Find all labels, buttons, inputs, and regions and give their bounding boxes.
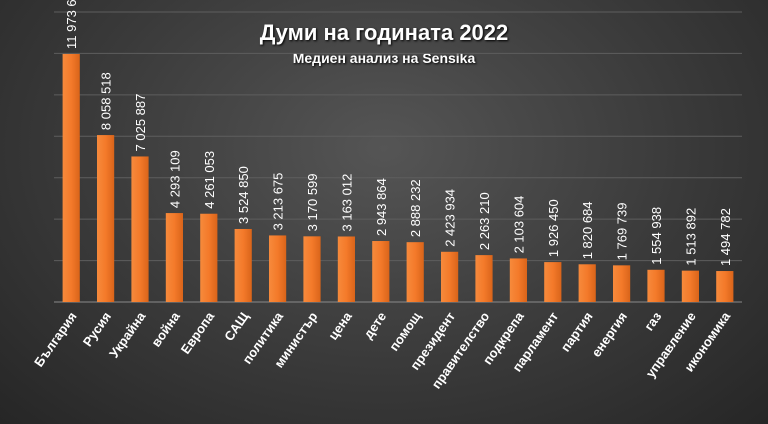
bar-8 [303,236,321,302]
category-label-6: САЩ [221,309,252,344]
category-label-9: цена [325,308,355,342]
bar-9 [337,236,355,302]
bar-18 [647,269,665,302]
value-label-7: 3 213 675 [271,173,286,231]
bar-11 [406,242,424,302]
value-label-20: 1 494 782 [718,208,733,266]
value-label-8: 3 170 599 [305,173,320,231]
value-label-17: 1 769 739 [615,202,630,260]
value-label-18: 1 554 938 [649,207,664,265]
bar-12 [441,251,459,302]
value-label-9: 3 163 012 [339,174,354,232]
value-label-1: 11 973 635 [64,0,79,49]
value-label-13: 2 263 210 [477,192,492,250]
value-label-15: 1 926 450 [546,199,561,257]
category-label-17: енергия [588,309,630,360]
bar-2 [97,135,115,302]
value-label-10: 2 943 864 [374,178,389,236]
bar-1 [62,53,80,303]
category-label-10: дете [360,309,389,341]
chart-subtitle: Медиен анализ на Sensika [292,50,476,66]
bar-5 [200,213,218,302]
value-label-11: 2 888 232 [408,179,423,237]
category-label-18: газ [641,309,665,334]
value-label-6: 3 524 850 [236,166,251,224]
bar-16 [578,264,596,302]
bar-3 [131,156,149,302]
value-label-5: 4 261 053 [202,151,217,209]
category-label-2: Русия [80,309,114,349]
category-label-5: Европа [178,308,218,356]
category-label-4: война [148,308,183,349]
category-label-1: България [31,309,80,369]
value-label-4: 4 293 109 [167,150,182,208]
value-label-16: 1 820 684 [580,201,595,259]
bar-7 [269,235,287,302]
category-label-3: Украйна [106,308,149,360]
value-labels: 11 973 635 8 058 518 7 025 887 4 293 109 4 2… [64,0,733,266]
bar-6 [234,228,252,302]
chart-title: Думи на годината 2022 [259,20,509,45]
value-label-3: 7 025 887 [133,94,148,152]
bar-20 [716,271,734,302]
bars [62,53,734,303]
value-label-12: 2 423 934 [443,189,458,247]
bar-19 [681,270,699,302]
bar-10 [372,241,390,302]
bar-17 [613,265,631,302]
bar-14 [509,258,527,302]
bar-15 [544,262,562,302]
bar-4 [165,213,183,302]
value-label-14: 2 103 604 [511,196,526,254]
gridlines [54,11,742,303]
bar-13 [475,255,493,302]
value-label-2: 8 058 518 [99,72,114,130]
value-label-19: 1 513 892 [683,208,698,266]
